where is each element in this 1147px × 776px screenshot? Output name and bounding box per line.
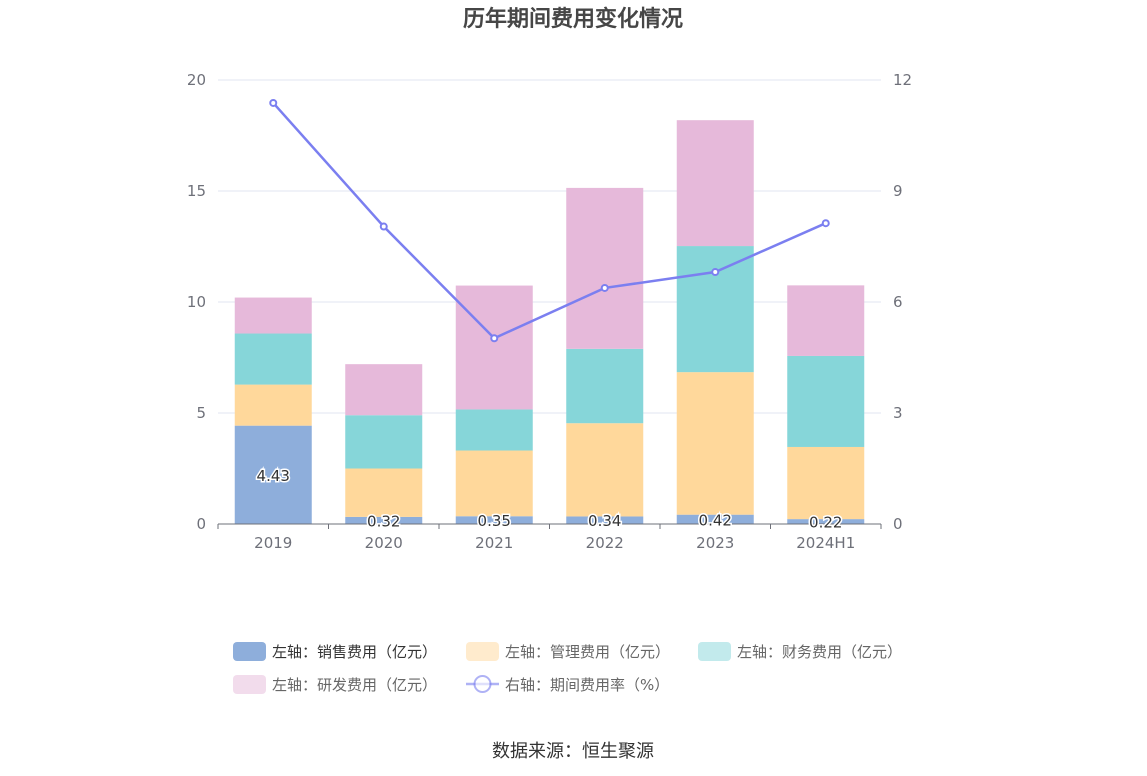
grid-lines <box>218 79 881 525</box>
bar-segment <box>455 516 533 524</box>
left-y-tick-label: 5 <box>196 404 206 422</box>
bar-segment <box>566 187 644 349</box>
line-point <box>269 98 278 107</box>
right-y-tick-label: 6 <box>893 293 903 311</box>
legend-swatch <box>233 642 266 661</box>
bar-segment <box>455 285 533 410</box>
right-y-tick-label: 12 <box>893 71 912 89</box>
bar-segment <box>787 519 865 524</box>
left-y-tick-label: 0 <box>196 515 206 533</box>
left-y-axis: 0 5 10 15 20 <box>187 71 206 533</box>
right-y-axis: 0 3 6 9 12 <box>893 71 912 533</box>
data-label: 0.35 <box>478 512 511 530</box>
legend-label: 左轴：研发费用（亿元） <box>272 676 437 694</box>
left-y-tick-label: 15 <box>187 182 206 200</box>
line-point <box>490 334 499 343</box>
right-y-tick-label: 3 <box>893 404 903 422</box>
legend-item[interactable]: 左轴：管理费用（亿元） <box>466 642 670 661</box>
data-labels: 4.43 0.32 0.35 0.34 0.42 0.22 <box>255 465 844 533</box>
x-tick-label: 2021 <box>475 534 513 552</box>
line-series <box>269 98 830 343</box>
legend-swatch <box>233 675 266 694</box>
legend-label: 左轴：管理费用（亿元） <box>505 643 670 661</box>
legend-item[interactable]: 右轴：期间费用率（%） <box>466 675 669 694</box>
bar-segment <box>566 423 644 517</box>
bar-segment <box>676 372 754 515</box>
legend-label: 右轴：期间费用率（%） <box>505 676 669 694</box>
x-tick-label: 2024H1 <box>796 534 855 552</box>
bar-segment <box>234 297 312 334</box>
bar-segment <box>345 468 423 517</box>
legend[interactable]: 左轴：销售费用（亿元） 左轴：管理费用（亿元） 左轴：财务费用（亿元） 左轴：研发费用… <box>233 642 902 694</box>
line-point <box>600 283 609 292</box>
bar-segment <box>566 348 644 424</box>
data-label: 4.43 <box>257 467 290 485</box>
legend-item[interactable]: 左轴：财务费用（亿元） <box>698 642 902 661</box>
chart-title: 历年期间费用变化情况 <box>463 6 683 32</box>
x-tick-label: 2022 <box>586 534 624 552</box>
bar-segment <box>234 384 312 426</box>
line-point <box>379 222 388 231</box>
data-label: 0.34 <box>588 512 621 530</box>
line-path <box>272 102 827 340</box>
right-y-tick-label: 9 <box>893 182 903 200</box>
x-tick-label: 2023 <box>696 534 734 552</box>
bar-segment <box>787 285 865 356</box>
bar-segment <box>566 516 644 524</box>
data-label: 0.32 <box>367 512 400 530</box>
legend-swatch-marker <box>473 675 492 693</box>
bar-segment <box>676 120 754 247</box>
legend-swatch <box>466 642 499 661</box>
bar-segment <box>676 514 754 524</box>
left-y-tick-label: 20 <box>187 71 206 89</box>
bar-segment <box>455 409 533 451</box>
x-tick-label: 2019 <box>254 534 292 552</box>
bar-segment <box>787 355 865 447</box>
legend-swatch <box>698 642 731 661</box>
x-tick-label: 2020 <box>365 534 403 552</box>
bar-segment <box>455 450 533 517</box>
data-label: 0.22 <box>809 514 842 532</box>
bar-segment <box>345 415 423 469</box>
left-y-tick-label: 10 <box>187 293 206 311</box>
bar-segment <box>345 516 423 524</box>
bar-segment <box>345 364 423 416</box>
x-axis: 2019 2020 2021 2022 2023 2024H1 <box>217 523 882 552</box>
legend-item[interactable]: 左轴：销售费用（亿元） <box>233 642 437 661</box>
bar-segment <box>234 333 312 385</box>
legend-item[interactable]: 左轴：研发费用（亿元） <box>233 675 437 694</box>
legend-label: 左轴：财务费用（亿元） <box>737 643 902 661</box>
data-label: 0.42 <box>699 511 732 529</box>
legend-label: 左轴：销售费用（亿元） <box>272 643 437 661</box>
bar-series <box>234 120 865 524</box>
line-point <box>821 219 830 228</box>
line-point <box>711 268 720 277</box>
bar-segment <box>787 446 865 520</box>
right-y-tick-label: 0 <box>893 515 903 533</box>
bar-segment <box>234 425 312 524</box>
source-note: 数据来源：恒生聚源 <box>492 741 654 762</box>
bar-segment <box>676 246 754 373</box>
